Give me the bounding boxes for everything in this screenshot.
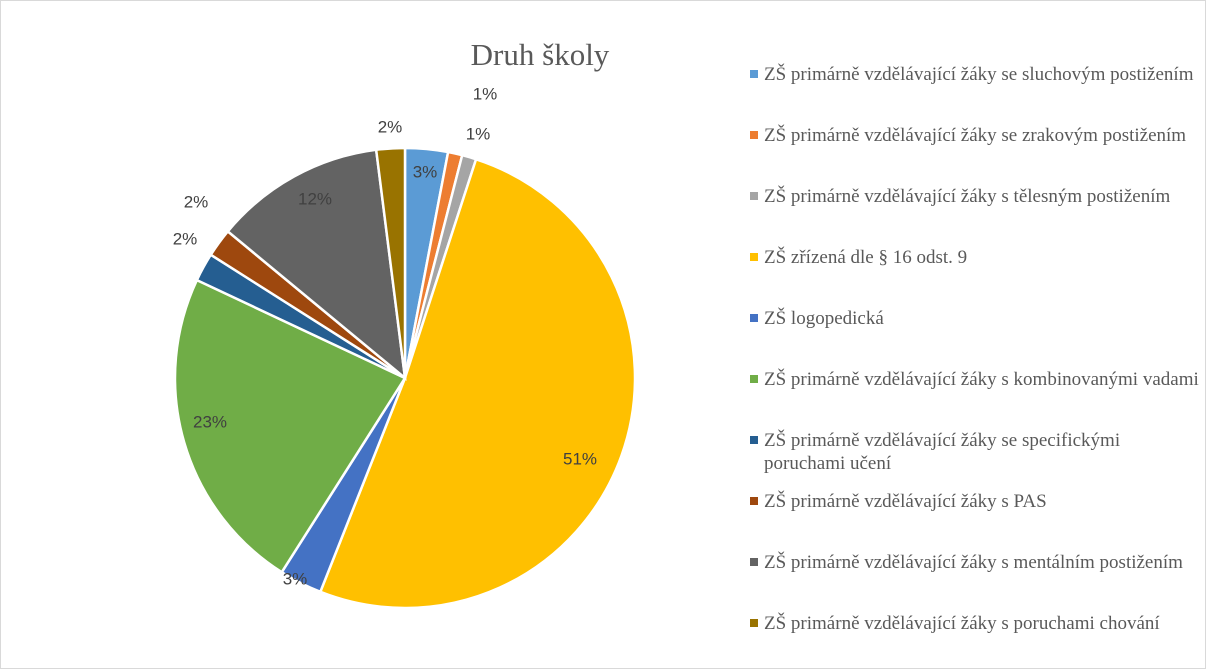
- legend-swatch: [750, 131, 758, 139]
- legend-swatch: [750, 558, 758, 566]
- pie-slice: [318, 157, 637, 610]
- chart-title: Druh školy: [471, 37, 610, 72]
- data-label: 1%: [466, 124, 491, 143]
- legend-item: ZŠ primárně vzdělávající žáky s tělesným…: [750, 185, 1204, 208]
- legend-swatch: [750, 70, 758, 78]
- legend-item: ZŠ primárně vzdělávající žáky s PAS: [750, 490, 1204, 513]
- legend-item: ZŠ primárně vzdělávající žáky s porucham…: [750, 612, 1204, 635]
- legend-swatch: [750, 314, 758, 322]
- data-label: 23%: [193, 412, 227, 431]
- legend-item: ZŠ primárně vzdělávající žáky se specifi…: [750, 429, 1204, 475]
- pie-slice: [226, 148, 407, 381]
- data-label: 2%: [173, 229, 198, 248]
- legend-swatch: [750, 375, 758, 383]
- legend-label: ZŠ logopedická: [764, 308, 884, 329]
- legend-label: ZŠ primárně vzdělávající žáky s porucham…: [764, 613, 1160, 634]
- legend-label: ZŠ primárně vzdělávající žáky s mentální…: [764, 552, 1183, 573]
- data-label: 2%: [184, 192, 209, 211]
- legend-item: ZŠ zřízená dle § 16 odst. 9: [750, 246, 1204, 269]
- legend-swatch: [750, 253, 758, 261]
- legend-swatch: [750, 619, 758, 627]
- legend-label: ZŠ primárně vzdělávající žáky s tělesným…: [764, 186, 1171, 207]
- pie-slice: [173, 278, 407, 574]
- data-label: 51%: [563, 449, 597, 468]
- legend-item: ZŠ primárně vzdělávající žáky s kombinov…: [750, 368, 1204, 391]
- legend-label: ZŠ primárně vzdělávající žáky se specifi…: [764, 430, 1121, 474]
- legend-item: ZŠ primárně vzdělávající žáky s mentální…: [750, 551, 1204, 574]
- legend-label: ZŠ primárně vzdělávající žáky s kombinov…: [764, 369, 1199, 390]
- data-label: 2%: [378, 117, 403, 136]
- legend-swatch: [750, 497, 758, 505]
- legend-item: ZŠ logopedická: [750, 307, 1204, 330]
- legend-swatch: [750, 436, 758, 444]
- legend-label: ZŠ primárně vzdělávající žáky s PAS: [764, 491, 1047, 512]
- legend-swatch: [750, 192, 758, 200]
- legend-label: ZŠ primárně vzdělávající žáky se zrakový…: [764, 125, 1187, 146]
- pie-slice: [374, 146, 407, 379]
- data-label: 3%: [283, 569, 308, 588]
- data-label: 1%: [473, 84, 498, 103]
- legend-label: ZŠ zřízená dle § 16 odst. 9: [764, 247, 968, 268]
- data-label: 3%: [413, 162, 438, 181]
- data-label: 12%: [298, 189, 332, 208]
- legend-item: ZŠ primárně vzdělávající žáky se zrakový…: [750, 124, 1204, 147]
- legend-item: ZŠ primárně vzdělávající žáky se sluchov…: [750, 63, 1204, 86]
- legend-label: ZŠ primárně vzdělávající žáky se sluchov…: [764, 64, 1194, 85]
